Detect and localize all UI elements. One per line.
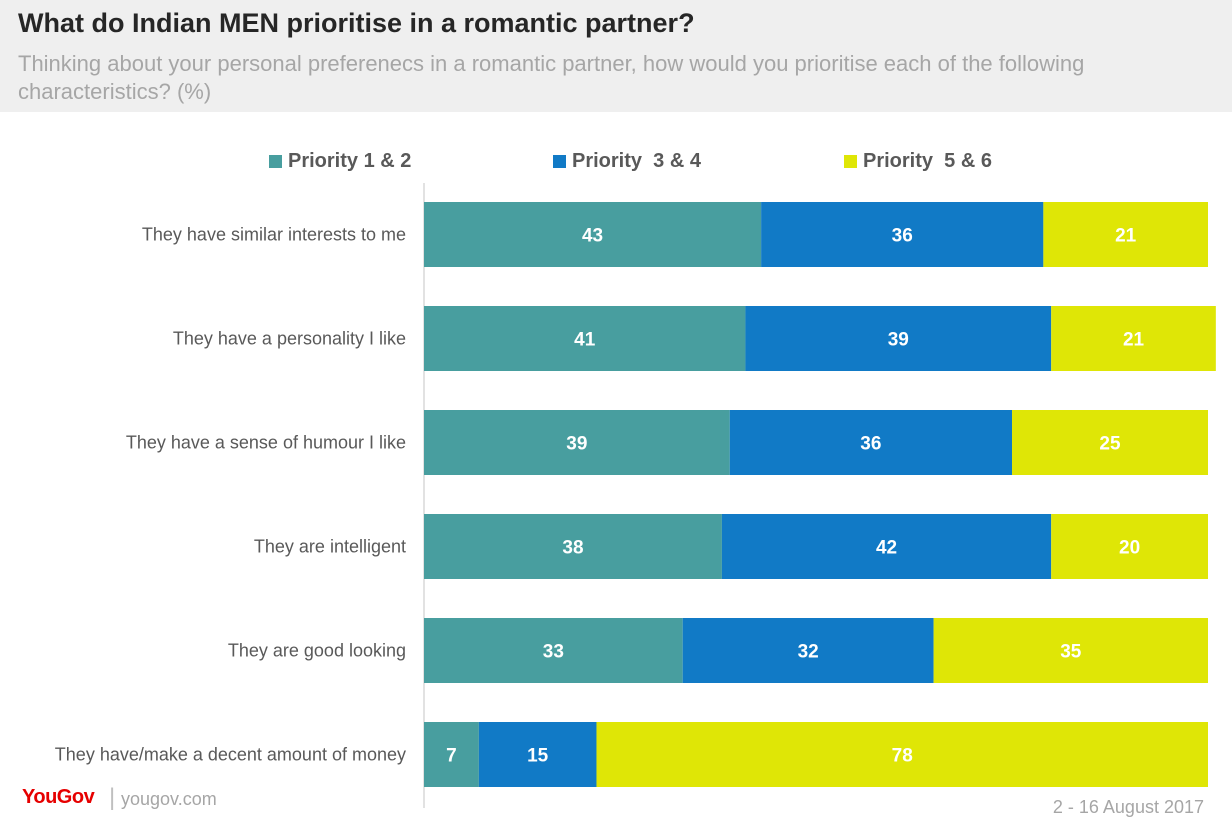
bar-segment xyxy=(424,202,762,267)
data-label: 32 xyxy=(798,642,819,663)
header-banner: What do Indian MEN prioritise in a roman… xyxy=(0,0,1232,112)
legend-swatch-priority-3-4 xyxy=(553,155,566,168)
bar-segment xyxy=(424,514,722,579)
bar-segment xyxy=(1012,410,1208,475)
legend-item-priority-3-4: Priority 3 & 4 xyxy=(553,150,701,173)
data-label: 35 xyxy=(1060,642,1082,663)
data-label: 25 xyxy=(1099,434,1121,455)
chart-title: What do Indian MEN prioritise in a roman… xyxy=(18,8,695,38)
data-label: 39 xyxy=(566,434,587,455)
bar-segment xyxy=(424,410,730,475)
footer-separator: | xyxy=(109,784,116,811)
category-label: They have/make a decent amount of money xyxy=(55,745,406,765)
bar-segment xyxy=(745,306,1052,371)
legend: Priority 1 & 2 Priority 3 & 4 Priority 5… xyxy=(0,150,1232,180)
chart-subtitle: Thinking about your personal preferenecs… xyxy=(18,51,1085,104)
legend-label-priority-5-6: Priority 5 & 6 xyxy=(863,150,992,172)
bar-segment xyxy=(1051,306,1216,371)
category-label: They have a sense of humour I like xyxy=(126,433,406,453)
data-label: 20 xyxy=(1119,538,1140,559)
data-label: 39 xyxy=(888,330,909,351)
data-label: 42 xyxy=(876,538,897,559)
bar-segment xyxy=(1043,202,1208,267)
legend-label-priority-1-2: Priority 1 & 2 xyxy=(288,150,412,172)
bar-segment xyxy=(424,306,746,371)
bar-segment xyxy=(424,722,479,787)
bar-segment xyxy=(1051,514,1208,579)
category-label: They are intelligent xyxy=(254,537,406,557)
survey-date: 2 - 16 August 2017 xyxy=(1052,797,1204,817)
bar-segment xyxy=(721,514,1052,579)
data-label: 15 xyxy=(527,746,549,767)
data-label: 38 xyxy=(562,538,583,559)
legend-label-priority-3-4: Priority 3 & 4 xyxy=(572,150,701,172)
bar-segment xyxy=(478,722,597,787)
data-label: 78 xyxy=(892,746,913,767)
bar-segment xyxy=(933,618,1208,683)
data-label: 21 xyxy=(1115,226,1137,247)
legend-item-priority-5-6: Priority 5 & 6 xyxy=(844,150,992,173)
bar-segment xyxy=(596,722,1208,787)
category-label: They are good looking xyxy=(228,641,406,661)
data-label: 41 xyxy=(574,330,596,351)
data-label: 21 xyxy=(1123,330,1145,351)
footer-url: yougov.com xyxy=(121,789,217,809)
data-label: 33 xyxy=(543,642,564,663)
legend-swatch-priority-1-2 xyxy=(269,155,282,168)
data-label: 7 xyxy=(446,746,457,767)
data-label: 36 xyxy=(892,226,913,247)
bar-segment xyxy=(729,410,1012,475)
category-label: They have a personality I like xyxy=(173,329,406,349)
data-label: 43 xyxy=(582,226,603,247)
bar-segment xyxy=(424,618,683,683)
legend-swatch-priority-5-6 xyxy=(844,155,857,168)
bar-segment xyxy=(682,618,934,683)
category-label: They have similar interests to me xyxy=(142,225,406,245)
legend-item-priority-1-2: Priority 1 & 2 xyxy=(269,150,411,173)
bar-segment xyxy=(761,202,1044,267)
data-label: 36 xyxy=(860,434,881,455)
yougov-logo: YouGov xyxy=(22,786,95,808)
